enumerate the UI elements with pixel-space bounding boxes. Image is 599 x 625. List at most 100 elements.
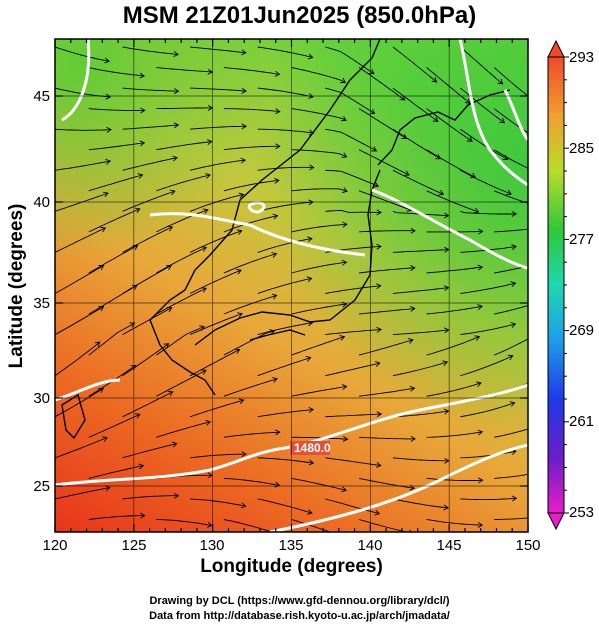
streamline-arrowhead [506,189,512,196]
streamline-arrowhead [98,265,105,271]
streamline-arrowhead [307,236,313,243]
streamline-arrowhead [100,226,107,233]
streamline [190,87,247,92]
streamline-arrowhead [510,281,517,288]
streamline-arrowhead [432,116,439,122]
streamline-arrowhead [543,205,548,210]
streamline-arrowhead [376,243,382,250]
streamline [494,228,528,233]
streamline-arrowhead [274,481,281,488]
streamline [460,323,516,336]
streamline [156,174,211,192]
streamline-arrowhead [477,522,484,528]
streamline-arrowhead [272,377,278,383]
streamline [122,46,179,55]
streamline [426,67,471,104]
streamline-arrowhead [205,172,211,179]
streamline-arrowhead [511,244,517,251]
streamline-arrowhead [409,385,416,392]
streamline-arrowhead [129,322,136,328]
streamline-arrowhead [104,57,110,64]
x-axis-label: Longitude (degrees) [200,556,383,577]
streamline [426,382,482,397]
streamline-arrowhead [541,374,546,379]
streamline-arrowhead [202,208,209,214]
streamline-arrowhead [410,227,416,234]
streamline [460,169,512,195]
streamline-arrowhead [399,95,406,101]
streamline [223,179,279,192]
y-tick-45: 45 [33,88,50,105]
streamline-arrowhead [543,298,548,303]
streamline [223,330,275,356]
credit-data: Data from http://database.rish.kyoto-u.a… [149,610,450,622]
streamline [291,519,332,532]
streamline [190,453,247,459]
streamline [122,391,173,418]
colorbar-label-269: 269 [569,322,594,339]
streamline-arrowhead [271,293,278,300]
streamline-arrowhead [341,259,348,266]
streamline-arrowhead [207,472,214,479]
streamline [325,128,377,152]
streamline [460,128,508,160]
streamline [291,436,348,440]
streamline-arrowhead [532,99,537,104]
streamline [122,343,169,377]
streamline [426,431,483,438]
streamline [55,487,110,500]
streamline-arrowhead [134,207,141,214]
streamline [359,477,415,489]
streamline-arrowhead [467,136,473,142]
streamline-arrowhead [511,211,518,217]
streamline [88,245,138,274]
streamline [223,519,274,532]
streamline [122,307,172,335]
streamline [122,443,177,459]
streamline-arrowhead [132,244,139,251]
streamline [494,473,528,479]
streamline [257,457,314,464]
streamline-arrowhead [234,348,241,354]
streamline [426,477,483,481]
streamline-arrowhead [275,429,281,436]
streamline [392,329,449,336]
streamline-arrowhead [443,327,450,334]
streamline-arrowhead [477,304,483,310]
streamline [291,67,346,83]
streamline [460,402,515,418]
streamline [88,142,145,151]
streamline [223,67,280,75]
streamline-arrowhead [308,93,314,99]
streamline [88,322,135,356]
streamline [460,87,505,124]
streamline [156,141,212,151]
streamline [122,124,179,130]
streamline-arrowhead [173,122,180,129]
streamline-arrowhead [172,155,178,162]
streamline [358,339,414,356]
y-tick-40: 40 [33,194,50,211]
streamline [325,413,382,418]
streamline [358,149,410,176]
contour-label-box [290,441,330,455]
streamline-arrowhead [509,401,516,407]
streamline-arrowhead [241,49,247,56]
streamline-arrowhead [105,93,112,100]
streamline-arrowhead [207,68,214,75]
streamline-arrowhead [306,276,313,283]
x-tick-120: 120 [42,537,67,554]
streamline [223,253,277,274]
streamline-arrowhead [371,146,378,152]
streamline-arrowhead [306,509,313,515]
streamline-arrowhead [236,229,243,235]
streamline [257,322,313,336]
streamline-arrowhead [309,164,315,171]
streamline-arrowhead [94,341,101,347]
streamline-arrowhead [199,325,205,331]
streamline-arrowhead [340,115,347,122]
streamline-arrowhead [140,107,146,114]
streamline [325,87,375,114]
streamline [190,46,246,54]
streamline-arrowhead [478,228,484,235]
